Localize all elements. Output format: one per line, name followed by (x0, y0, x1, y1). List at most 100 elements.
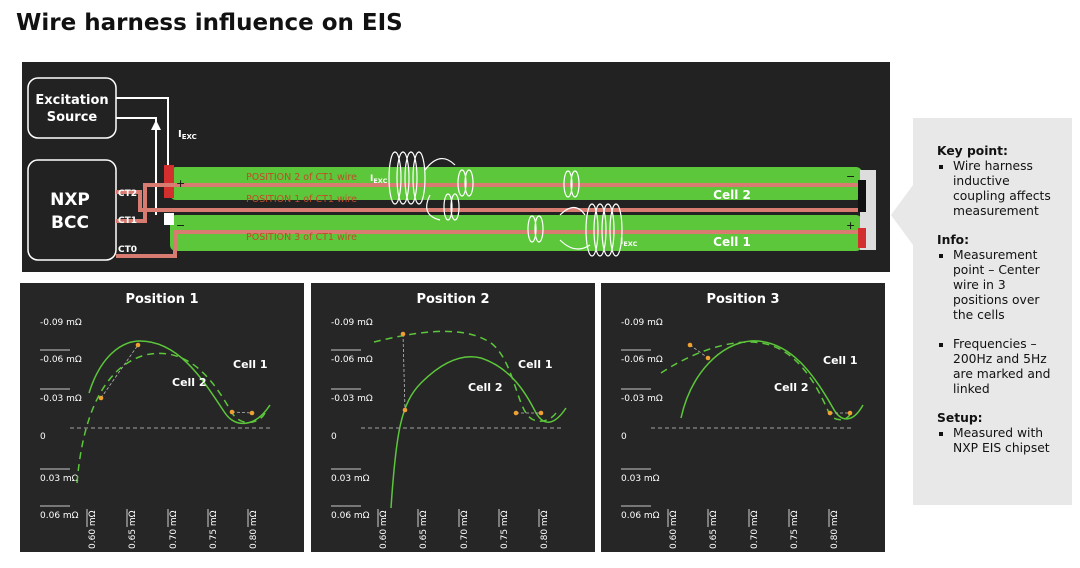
y-tick-label: 0.03 mΩ (621, 474, 660, 484)
section-heading: Setup: (937, 411, 983, 425)
x-tick-label: 0.65 mΩ (128, 510, 138, 549)
cell1-curve (680, 340, 864, 420)
y-tick-label: -0.03 mΩ (621, 394, 663, 404)
current-main: I (178, 129, 182, 140)
x-tick-label: 0.65 mΩ (709, 510, 719, 549)
polarity: + (176, 177, 185, 190)
panel-background (601, 283, 885, 552)
x-tick-label: 0.70 mΩ (169, 510, 179, 549)
bullet-item: Frequencies – 200Hz and 5Hz are marked a… (953, 337, 1062, 397)
y-tick-label: -0.06 mΩ (621, 355, 663, 365)
y-tick-label: 0.06 mΩ (331, 511, 370, 521)
section-heading: Key point: (937, 144, 1008, 158)
position-label: POSITION 2 of CT1 wire (246, 172, 357, 183)
terminal (858, 180, 866, 212)
sidebar: Key point:Wire harness inductive couplin… (913, 118, 1072, 505)
frequency-marker (705, 355, 711, 361)
y-tick-label: 0.03 mΩ (331, 474, 370, 484)
pointer-arrow (891, 185, 913, 245)
frequency-marker (98, 395, 104, 401)
cell-label: Cell 2 (172, 376, 207, 389)
y-tick-label: -0.06 mΩ (40, 355, 82, 365)
link-line (231, 411, 253, 414)
coils (388, 151, 623, 257)
terminal (858, 228, 866, 248)
cell-label: Cell 1 (713, 235, 751, 249)
y-tick-label: 0.03 mΩ (40, 474, 79, 484)
bullet-list: Wire harness inductive coupling affects … (937, 159, 1062, 219)
plot-panel: Position 3 -0.09 mΩ -0.06 mΩ -0.03 mΩ 0 0.03 … (601, 283, 885, 552)
wiring-diagram: Excitation Source NXP BCC IEXC CT2 CT1 C… (22, 62, 890, 272)
pin-label: CT0 (118, 245, 137, 255)
panel-title: Position 3 (706, 292, 779, 307)
y-tick-label: -0.03 mΩ (40, 394, 82, 404)
polarity: − (176, 219, 185, 232)
bullet-item: Wire harness inductive coupling affects … (953, 159, 1062, 219)
cell2-curve (76, 352, 266, 484)
x-tick-label: 0.60 mΩ (669, 510, 679, 549)
bullet-item: Measurement point – Center wire in 3 pos… (953, 248, 1062, 323)
slide-title: Wire harness influence on EIS (16, 10, 403, 36)
y-tick-label: 0 (331, 432, 337, 442)
current-main: I (370, 174, 373, 184)
frequency-marker (402, 407, 408, 413)
section-heading: Info: (937, 233, 970, 247)
pin-label: CT1 (118, 216, 137, 226)
y-tick-label: -0.09 mΩ (621, 318, 663, 328)
cell-label: Cell 2 (713, 188, 751, 202)
frequency-marker (249, 410, 255, 416)
current-sub: EXC (623, 240, 637, 248)
cell2-curve (660, 341, 852, 421)
frequency-marker (135, 342, 141, 348)
x-tick-label: 0.75 mΩ (790, 510, 800, 549)
cell1-curve (88, 340, 271, 425)
sense-wires (116, 183, 858, 258)
frequency-marker (229, 409, 235, 415)
link-line (402, 333, 406, 411)
cell-label: Cell 1 (233, 358, 268, 371)
y-tick-label: -0.09 mΩ (40, 318, 82, 328)
terminal (164, 213, 174, 225)
bullet-list: Measurement point – Center wire in 3 pos… (937, 248, 1062, 397)
plot-panel: Position 1 -0.09 mΩ -0.06 mΩ -0.03 mΩ 0 0.03 … (20, 283, 304, 552)
x-tick-label: 0.75 mΩ (500, 510, 510, 549)
frequency-marker (400, 331, 406, 337)
box-label: Excitation (35, 93, 108, 108)
position-label: POSITION 3 of CT1 wire (246, 232, 357, 243)
x-tick-label: 0.80 mΩ (249, 510, 259, 549)
panel-background (20, 283, 304, 552)
box-label: Source (47, 110, 98, 125)
x-tick-label: 0.60 mΩ (88, 510, 98, 549)
panel-title: Position 2 (416, 292, 489, 307)
cell-label: Cell 1 (823, 354, 858, 367)
excitation-wire (116, 97, 169, 215)
box-label: NXP (50, 190, 90, 210)
cell-label: Cell 2 (468, 381, 503, 394)
current-sub: EXC (182, 133, 197, 141)
x-tick-label: 0.75 mΩ (209, 510, 219, 549)
polarity: + (846, 219, 855, 232)
frequency-marker (847, 410, 853, 416)
x-tick-label: 0.70 mΩ (460, 510, 470, 549)
current-label: IEXC (178, 129, 197, 141)
cell1-curve (390, 356, 567, 509)
y-tick-label: -0.03 mΩ (331, 394, 373, 404)
frequency-marker (687, 342, 693, 348)
y-tick-label: -0.06 mΩ (331, 355, 373, 365)
link-line (689, 344, 709, 359)
bullet-list: Measured with NXP EIS chipset (937, 426, 1062, 456)
plot-panel: Position 2 -0.09 mΩ -0.06 mΩ -0.03 mΩ 0 0.03 … (311, 283, 595, 552)
link-line (100, 344, 139, 399)
box-label: BCC (51, 213, 89, 233)
panel-background (311, 283, 595, 552)
x-tick-label: 0.65 mΩ (419, 510, 429, 549)
x-tick-label: 0.80 mΩ (540, 510, 550, 549)
x-tick-label: 0.60 mΩ (379, 510, 389, 549)
polarity: − (846, 170, 855, 183)
bullet-item: Measured with NXP EIS chipset (953, 426, 1062, 456)
cell-label: Cell 1 (518, 358, 553, 371)
y-tick-label: 0 (621, 432, 627, 442)
bcc-box (27, 159, 117, 261)
